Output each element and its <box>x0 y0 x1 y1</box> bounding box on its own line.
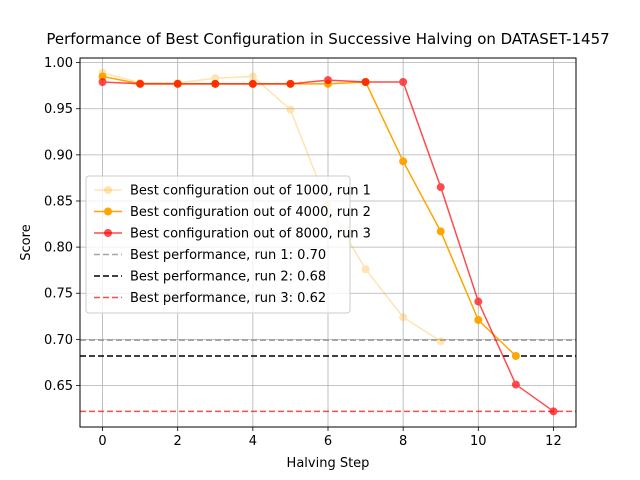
data-point <box>211 74 220 83</box>
reference-lines <box>80 339 576 413</box>
data-point <box>549 407 558 416</box>
y-tick-label: 0.95 <box>44 102 73 117</box>
y-tick-label: 1.00 <box>44 56 73 71</box>
data-point <box>511 351 520 360</box>
x-tick-label: 10 <box>470 434 487 449</box>
x-tick-label: 0 <box>98 434 106 449</box>
y-tick-label: 0.80 <box>44 241 73 256</box>
data-point <box>136 79 145 88</box>
data-point <box>286 79 295 88</box>
data-point <box>98 77 107 86</box>
data-point <box>436 183 445 192</box>
y-tick-label: 0.90 <box>44 148 73 163</box>
legend-label: Best performance, run 3: 0.62 <box>130 291 326 306</box>
legend-entry: Best performance, run 3: 0.62 <box>94 291 326 306</box>
series-line <box>102 72 442 342</box>
legend: Best configuration out of 1000, run 1 Bes… <box>85 175 371 314</box>
legend-label: Best configuration out of 4000, run 2 <box>130 205 371 220</box>
data-point <box>248 79 257 88</box>
data-point <box>286 105 295 114</box>
legend-label: Best performance, run 2: 0.68 <box>130 270 326 285</box>
x-tick-label: 6 <box>324 434 332 449</box>
data-point <box>324 76 332 85</box>
x-tick-label: 4 <box>249 434 257 449</box>
y-tick-label: 0.70 <box>44 333 73 348</box>
y-axis-title: Score <box>19 224 34 260</box>
data-point <box>474 297 483 306</box>
data-point <box>399 77 408 86</box>
data-point <box>436 227 445 236</box>
series <box>98 76 558 416</box>
legend-entry: Best configuration out of 4000, run 2 <box>94 205 371 220</box>
x-tick-label: 12 <box>545 434 562 449</box>
data-point <box>98 72 107 81</box>
x-tick-label: 8 <box>399 434 407 449</box>
data-point <box>474 315 483 324</box>
chart-title: Performance of Best Configuration in Suc… <box>46 30 609 48</box>
legend-entry: Best configuration out of 1000, run 1 <box>94 184 371 199</box>
data-point <box>399 313 408 322</box>
data-point <box>173 79 182 88</box>
data-point <box>361 77 370 86</box>
data-point <box>248 72 257 81</box>
legend-entry: Best configuration out of 8000, run 3 <box>94 227 371 242</box>
legend-entry: Best performance, run 2: 0.68 <box>94 270 326 285</box>
legend-box <box>85 175 351 314</box>
data-point <box>211 79 220 88</box>
legend-label: Best configuration out of 1000, run 1 <box>130 184 371 199</box>
data-point <box>399 157 408 166</box>
axis-ticks: 0 2 4 6 8 10 12 0.65 0.70 0.75 0.80 0.85 0.90 0.95 1.0… <box>44 56 562 449</box>
legend-marker <box>104 186 112 194</box>
x-tick-label: 2 <box>174 434 182 449</box>
legend-entry: Best performance, run 1: 0.70 <box>94 248 326 263</box>
x-axis-title: Halving Step <box>287 456 370 471</box>
y-tick-label: 0.75 <box>44 287 73 302</box>
legend-label: Best performance, run 1: 0.70 <box>130 248 326 263</box>
y-tick-label: 0.85 <box>44 194 73 209</box>
legend-marker <box>104 207 112 216</box>
data-point <box>361 265 370 274</box>
legend-marker <box>104 229 112 237</box>
legend-label: Best configuration out of 8000, run 3 <box>130 227 371 242</box>
series-lines <box>98 68 558 416</box>
y-tick-label: 0.65 <box>44 379 73 394</box>
data-point <box>511 380 520 389</box>
data-point <box>436 337 445 346</box>
